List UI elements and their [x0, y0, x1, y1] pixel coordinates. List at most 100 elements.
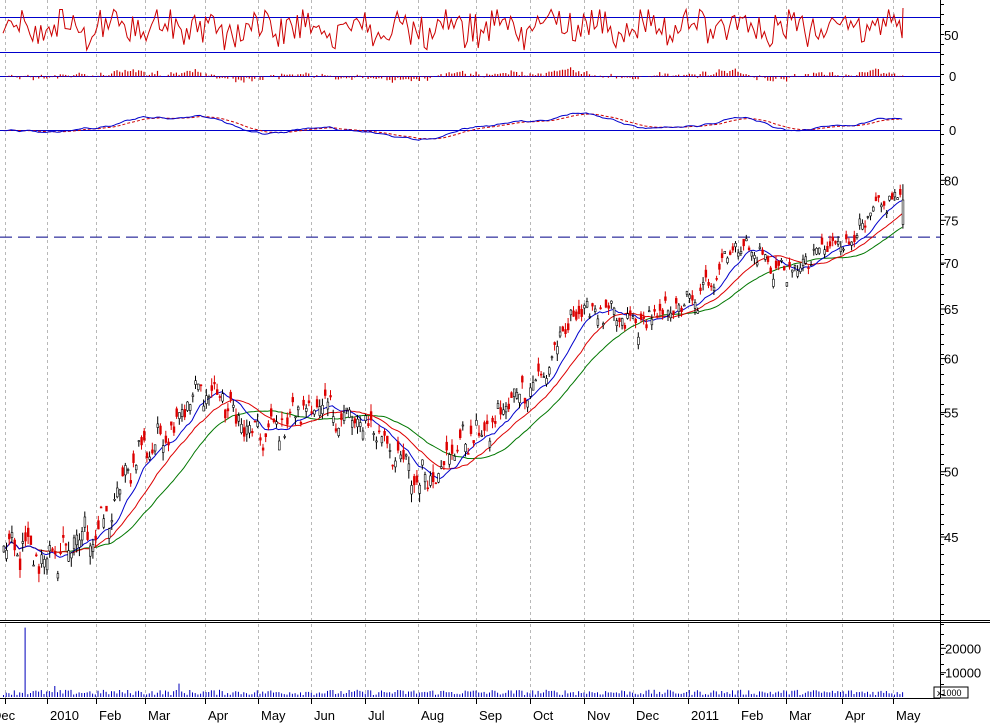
volume-bar	[116, 693, 118, 697]
hist-bar	[472, 75, 474, 77]
candle-body	[550, 356, 554, 359]
candle-body	[105, 505, 108, 512]
volume-bar	[43, 694, 45, 697]
volume-bar	[394, 692, 396, 697]
hist-bar	[30, 76, 32, 78]
candle-body	[458, 429, 462, 438]
volume-bar	[680, 693, 682, 697]
volume-bar	[578, 691, 580, 697]
volume-bar	[705, 694, 706, 697]
volume-bar	[251, 694, 253, 697]
candle-body	[804, 256, 808, 264]
volume-bar	[275, 692, 277, 697]
volume-bar	[362, 691, 364, 697]
hist-bar	[186, 70, 188, 77]
candle-body	[229, 391, 232, 400]
candle-body	[715, 278, 718, 280]
hist-bar	[281, 73, 283, 77]
candle-body	[780, 259, 783, 262]
candle-body	[94, 535, 97, 541]
volume-bar	[216, 694, 218, 697]
hist-bar	[262, 76, 264, 80]
hist-bar	[618, 76, 620, 77]
volume-bar	[219, 689, 220, 697]
hist-bar	[308, 73, 310, 77]
volume-bar	[613, 692, 615, 697]
hist-bar	[129, 71, 132, 77]
volume-bar	[804, 692, 806, 697]
hist-bar	[340, 76, 342, 79]
volume-bar	[59, 690, 61, 697]
candle-body	[202, 405, 205, 412]
volume-bar	[850, 690, 852, 697]
candle-body	[583, 305, 586, 309]
volume-bar	[289, 692, 291, 697]
candle-body	[399, 454, 402, 460]
candle-body	[213, 381, 216, 385]
volume-bar	[162, 694, 164, 697]
hist-bar	[899, 75, 901, 77]
candle-body	[2, 545, 6, 553]
hist-bar	[370, 76, 372, 78]
hist-bar	[356, 74, 358, 77]
volume-bar	[597, 692, 598, 697]
volume-bar	[173, 691, 175, 697]
candle-body	[548, 367, 551, 375]
candle-body	[726, 257, 729, 263]
volume-bar	[197, 694, 199, 697]
volume-bar	[786, 691, 787, 697]
volume-bar	[30, 693, 31, 697]
volume-bar	[478, 692, 480, 697]
hist-bar	[575, 72, 577, 77]
hist-bar	[167, 74, 169, 77]
candle-body	[653, 309, 656, 312]
volume-bar	[200, 693, 202, 697]
candle-body	[785, 282, 789, 287]
volume-bar	[489, 692, 490, 697]
volume-bar	[788, 694, 790, 697]
hist-bar	[699, 74, 701, 77]
hist-bar	[173, 73, 175, 77]
rsi-line	[2, 7, 904, 52]
volume-bar	[221, 691, 223, 697]
candle-body	[799, 267, 802, 273]
volume-bar	[645, 690, 647, 697]
candle-body	[191, 394, 195, 397]
volume-bar	[364, 693, 366, 697]
volume-bar	[391, 693, 393, 697]
candle-body	[818, 247, 821, 254]
candle-body	[272, 418, 276, 423]
volume-bar	[424, 691, 426, 697]
macd-line	[2, 112, 903, 141]
candle-body	[426, 487, 429, 490]
candle-body	[645, 324, 648, 329]
volume-bar	[561, 694, 563, 697]
hist-bar	[84, 74, 86, 77]
candle-body	[375, 440, 378, 443]
histogram-panel: 0	[0, 67, 956, 84]
volume-bar	[653, 689, 655, 697]
hist-bar	[359, 75, 361, 77]
hist-bar	[475, 71, 477, 77]
candle-body	[153, 444, 157, 452]
volume-bar	[65, 689, 67, 697]
price-tick-label: 65	[944, 302, 958, 317]
candle-body	[26, 527, 30, 537]
candle-body	[696, 310, 700, 314]
candle-body	[731, 246, 735, 251]
volume-bar	[567, 693, 569, 697]
candle-body	[372, 433, 375, 435]
hist-bar	[489, 74, 491, 77]
volume-bar	[534, 694, 536, 697]
volume-bar	[575, 695, 577, 697]
hist-bar	[443, 76, 445, 78]
candle-body	[51, 548, 54, 551]
hist-bar	[791, 75, 793, 77]
candle-body	[521, 376, 524, 383]
candle-body	[137, 440, 141, 442]
volume-bar	[156, 692, 158, 697]
hist-bar	[694, 74, 696, 77]
volume-bar	[802, 694, 804, 697]
volume-bar	[858, 692, 860, 697]
hist-bar	[775, 76, 777, 79]
